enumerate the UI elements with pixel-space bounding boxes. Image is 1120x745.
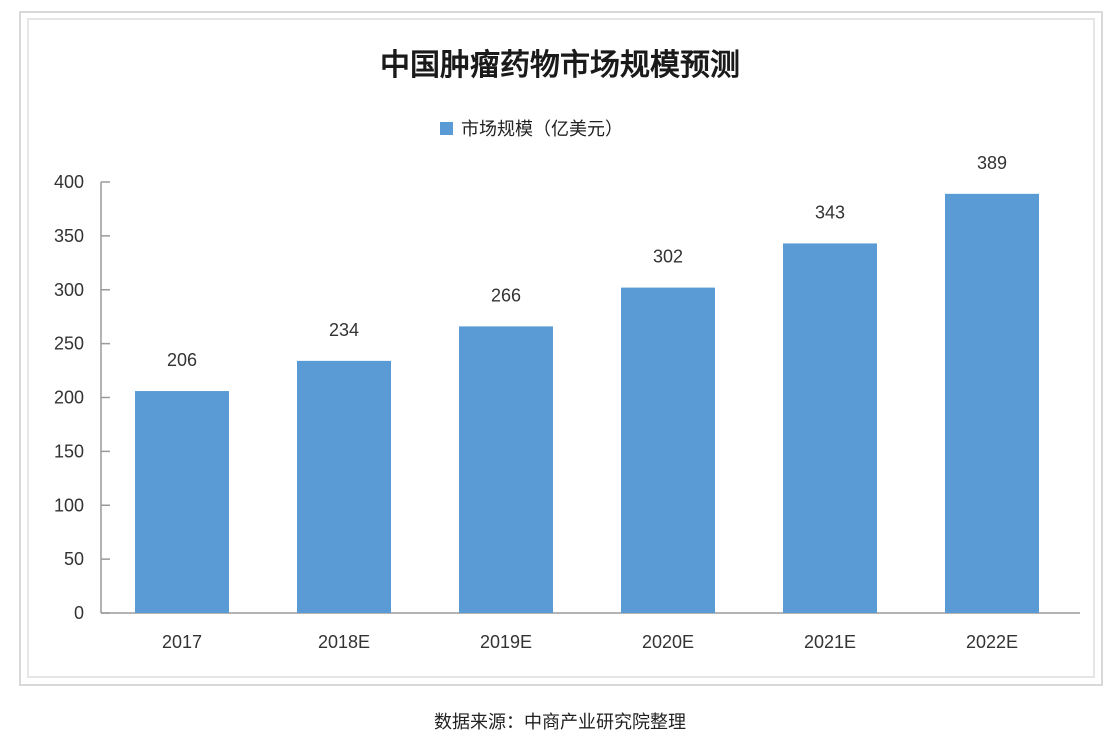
data-label: 389 [977,153,1007,173]
y-tick-label: 300 [54,280,84,300]
data-label: 302 [653,247,683,267]
data-label: 343 [815,202,845,222]
y-tick-label: 200 [54,388,84,408]
y-tick-label: 50 [64,549,84,569]
data-label: 234 [329,320,359,340]
x-tick-label: 2017 [162,632,202,652]
chart-outer-frame [19,11,1103,686]
y-tick-label: 400 [54,172,84,192]
x-tick-label: 2019E [480,632,532,652]
data-label: 266 [491,285,521,305]
data-label: 206 [167,350,197,370]
legend-swatch [440,121,453,135]
x-tick-label: 2022E [966,632,1018,652]
y-tick-label: 350 [54,226,84,246]
y-tick-label: 100 [54,495,84,515]
chart-inner-frame [27,18,1095,678]
bar [297,360,391,613]
bar [783,243,877,614]
bar [459,326,553,613]
bar [621,287,715,613]
y-tick-label: 0 [74,603,84,623]
x-tick-label: 2018E [318,632,370,652]
bar [945,193,1039,614]
x-tick-label: 2021E [804,632,856,652]
legend: 市场规模（亿美元） [440,115,623,141]
y-tick-label: 250 [54,334,84,354]
bar [135,391,229,613]
y-tick-label: 150 [54,441,84,461]
x-tick-label: 2020E [642,632,694,652]
legend-label: 市场规模（亿美元） [461,119,623,140]
chart-title: 中国肿瘤药物市场规模预测 [380,48,740,83]
source-note: 数据来源：中商产业研究院整理 [434,712,686,733]
